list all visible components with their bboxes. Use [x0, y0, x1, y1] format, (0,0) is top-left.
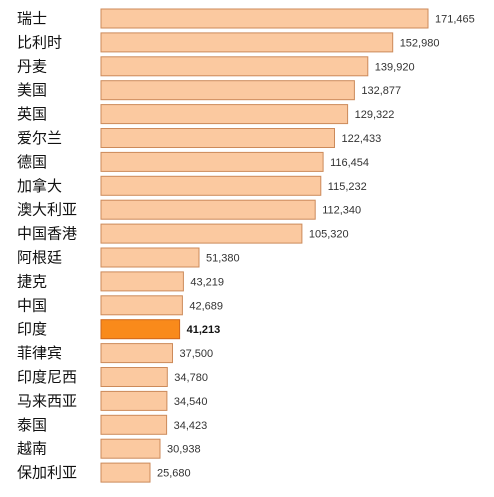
value-label-5: 122,433 — [342, 133, 382, 145]
bar-2 — [100, 56, 369, 77]
value-label-18: 30,938 — [167, 444, 201, 456]
category-label-17: 泰国 — [17, 416, 47, 434]
bar-0 — [100, 8, 429, 29]
bar-11 — [100, 271, 184, 292]
value-label-8: 112,340 — [322, 205, 361, 217]
value-label-14: 37,500 — [180, 348, 214, 360]
value-labels-group: 171,465 152,980 139,920 132,877 129,322 122,4… — [157, 14, 475, 480]
value-label-17: 34,423 — [174, 420, 208, 432]
bar-9 — [100, 223, 303, 244]
category-label-15: 印度尼西 — [17, 368, 77, 386]
value-label-7: 115,232 — [328, 181, 367, 193]
value-label-2: 139,920 — [375, 61, 415, 73]
category-label-18: 越南 — [17, 440, 47, 458]
value-label-1: 152,980 — [400, 37, 440, 49]
value-label-15: 34,780 — [174, 372, 208, 384]
category-label-11: 捷克 — [17, 272, 47, 290]
value-label-11: 43,219 — [190, 276, 224, 288]
bar-1 — [100, 32, 394, 53]
value-label-0: 171,465 — [435, 14, 475, 26]
bar-3 — [100, 80, 355, 101]
bar-4 — [100, 104, 349, 125]
value-label-4: 129,322 — [355, 109, 395, 121]
category-label-10: 阿根廷 — [17, 249, 62, 267]
category-labels-group: 瑞士比利时丹麦美国英国爱尔兰德国加拿大澳大利亚中国香港阿根廷捷克中国印度菲律宾印… — [17, 10, 77, 482]
category-label-7: 加拿大 — [17, 177, 62, 195]
value-label-9: 105,320 — [309, 229, 349, 241]
category-label-8: 澳大利亚 — [17, 201, 77, 219]
value-label-19: 25,680 — [157, 468, 191, 480]
value-label-3: 132,877 — [361, 85, 401, 97]
bar-7 — [100, 175, 322, 196]
category-label-12: 中国 — [17, 296, 47, 314]
category-label-3: 美国 — [17, 81, 47, 99]
value-label-13: 41,213 — [187, 324, 221, 336]
category-label-4: 英国 — [17, 105, 47, 123]
bar-14 — [100, 343, 173, 364]
bar-15 — [100, 367, 168, 387]
bar-12 — [100, 295, 183, 316]
bar-5 — [100, 128, 335, 148]
bar-18 — [100, 438, 161, 459]
category-label-6: 德国 — [17, 153, 47, 171]
value-label-16: 34,540 — [174, 396, 208, 408]
category-label-14: 菲律宾 — [17, 344, 62, 362]
bar-6 — [100, 151, 324, 172]
bar-17 — [100, 414, 168, 435]
category-label-1: 比利时 — [17, 33, 62, 51]
bars-group — [100, 8, 429, 483]
category-label-2: 丹麦 — [17, 57, 47, 75]
category-label-0: 瑞士 — [17, 10, 47, 28]
category-label-9: 中国香港 — [17, 225, 77, 243]
category-label-19: 保加利亚 — [17, 464, 77, 482]
bar-16 — [100, 390, 168, 411]
category-label-13: 印度 — [17, 320, 47, 338]
bar-19 — [100, 462, 151, 483]
bar-8 — [100, 199, 316, 220]
bar-10 — [100, 247, 200, 268]
value-label-10: 51,380 — [206, 253, 240, 265]
value-label-6: 116,454 — [330, 157, 369, 169]
category-label-5: 爱尔兰 — [17, 129, 62, 147]
category-label-16: 马来西亚 — [17, 392, 77, 410]
bar-13 — [100, 319, 181, 340]
value-label-12: 42,689 — [189, 300, 223, 312]
